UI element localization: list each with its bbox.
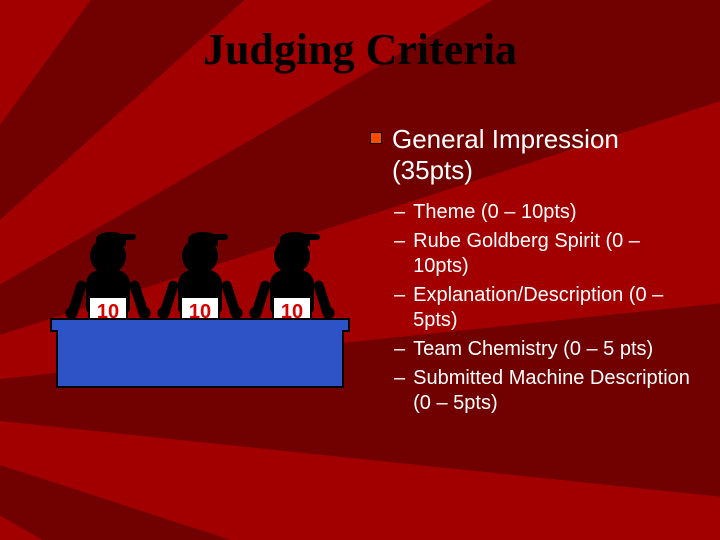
judge-arm-icon <box>220 279 241 318</box>
dash-icon: – <box>394 283 405 308</box>
list-item: – Explanation/Description (0 – 5pts) <box>394 283 700 333</box>
dash-icon: – <box>394 366 405 391</box>
dash-icon: – <box>394 229 405 254</box>
list-item-text: Submitted Machine Description (0 – 5pts) <box>413 366 700 416</box>
judge-arm-icon <box>158 279 179 318</box>
list-item: – Team Chemistry (0 – 5 pts) <box>394 337 700 362</box>
list-item-text: Theme (0 – 10pts) <box>413 200 576 225</box>
section-heading-row: General Impression (35pts) <box>370 124 700 186</box>
slide-title: Judging Criteria <box>0 0 720 91</box>
criteria-list: – Theme (0 – 10pts) – Rube Goldberg Spir… <box>370 200 700 416</box>
judge-figure: 10 <box>160 238 240 314</box>
judges-table-front <box>56 330 344 388</box>
judge-head-icon <box>182 238 218 274</box>
judge-figure: 10 <box>68 238 148 314</box>
square-bullet-icon <box>370 132 382 144</box>
list-item: – Submitted Machine Description (0 – 5pt… <box>394 366 700 416</box>
judge-figure: 10 <box>252 238 332 314</box>
dash-icon: – <box>394 200 405 225</box>
judge-arm-icon <box>66 279 87 318</box>
list-item-text: Explanation/Description (0 – 5pts) <box>413 283 700 333</box>
list-item-text: Team Chemistry (0 – 5 pts) <box>413 337 653 362</box>
judge-arm-icon <box>128 279 149 318</box>
judge-head-icon <box>90 238 126 274</box>
list-item-text: Rube Goldberg Spirit (0 – 10pts) <box>413 229 700 279</box>
judges-illustration: 10 10 10 <box>50 230 350 400</box>
judge-arm-icon <box>250 279 271 318</box>
judge-arm-icon <box>312 279 333 318</box>
list-item: – Rube Goldberg Spirit (0 – 10pts) <box>394 229 700 279</box>
judge-head-icon <box>274 238 310 274</box>
dash-icon: – <box>394 337 405 362</box>
slide: Judging Criteria General Impression (35p… <box>0 0 720 540</box>
section-heading: General Impression (35pts) <box>392 124 700 186</box>
content-block: General Impression (35pts) – Theme (0 – … <box>370 124 700 420</box>
list-item: – Theme (0 – 10pts) <box>394 200 700 225</box>
